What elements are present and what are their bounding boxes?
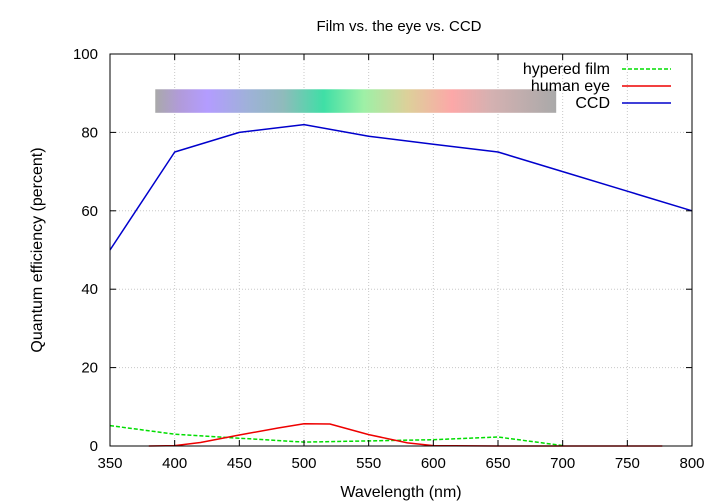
- legend-label-human-eye: human eye: [531, 78, 610, 95]
- series-line-ccd: [109, 123, 693, 251]
- series-line-human-eye: [148, 422, 663, 447]
- x-tick-label: 650: [485, 455, 510, 472]
- x-tick-label: 800: [679, 455, 704, 472]
- x-tick-label: 550: [356, 455, 381, 472]
- legend-label-ccd: CCD: [575, 95, 610, 112]
- x-tick-label: 350: [97, 455, 122, 472]
- x-tick-label: 400: [162, 455, 187, 472]
- y-tick-label: 100: [73, 46, 98, 63]
- y-tick-label: 80: [81, 124, 98, 141]
- y-tick-label: 60: [81, 203, 98, 220]
- x-tick-label: 700: [550, 455, 575, 472]
- x-tick-label: 600: [421, 455, 446, 472]
- y-tick-label: 40: [81, 281, 98, 298]
- x-tick-label: 450: [227, 455, 252, 472]
- legend-label-hypered-film: hypered film: [523, 61, 610, 78]
- chart-title: Film vs. the eye vs. CCD: [316, 18, 481, 35]
- y-axis-label: Quantum efficiency (percent): [29, 147, 46, 352]
- series-line-hypered-film: [109, 424, 563, 447]
- x-tick-label: 750: [615, 455, 640, 472]
- axis-ticks: 350 400 450 500 550 600 650 700 750 800 0 20 40 60 80 1…: [73, 46, 705, 472]
- visible-spectrum-band: [155, 89, 557, 113]
- x-axis-label: Wavelength (nm): [340, 484, 461, 501]
- plot-frame: [109, 53, 693, 447]
- grid: [110, 54, 692, 446]
- y-tick-label: 0: [90, 438, 98, 455]
- x-tick-label: 500: [291, 455, 316, 472]
- y-tick-label: 20: [81, 360, 98, 377]
- series-layer: [109, 123, 693, 447]
